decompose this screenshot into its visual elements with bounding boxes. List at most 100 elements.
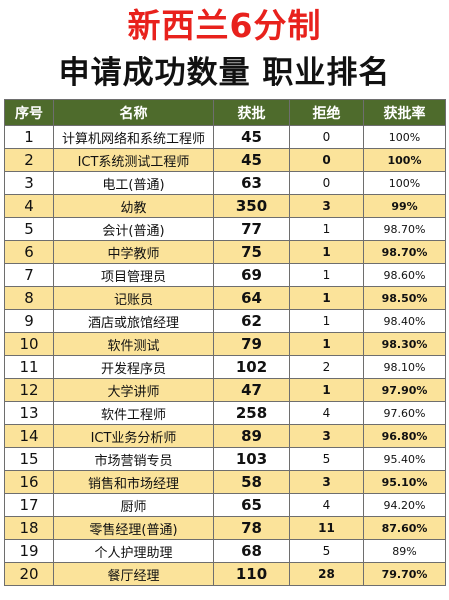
column-header-rank: 序号 [4,99,54,126]
approved-count-cell: 79 [213,332,290,356]
table-row: 9 酒店或旅馆经理 62 1 98.40% [4,309,446,333]
approval-rate-cell: 98.70% [363,217,446,241]
occupation-ranking-table: 序号 名称 获批 拒绝 获批率 1 计算机网络和系统工程师 45 0 100% 2 ICT系… [4,99,446,586]
table-row: 1 计算机网络和系统工程师 45 0 100% [4,125,446,149]
approved-count-cell: 63 [213,171,290,195]
table-row: 13 软件工程师 258 4 97.60% [4,401,446,425]
rank-cell: 5 [4,217,54,241]
rank-cell: 9 [4,309,54,333]
occupation-name-cell: 幼教 [53,194,214,218]
occupation-name-cell: 软件测试 [53,332,214,356]
rank-cell: 2 [4,148,54,172]
rejected-count-cell: 2 [289,355,364,379]
column-header-rejected: 拒绝 [289,99,364,126]
rejected-count-cell: 28 [289,562,364,586]
occupation-name-cell: 厨师 [53,493,214,517]
occupation-name-cell: 市场营销专员 [53,447,214,471]
rank-cell: 1 [4,125,54,149]
occupation-name-cell: 中学教师 [53,240,214,264]
approval-rate-cell: 98.10% [363,355,446,379]
approved-count-cell: 64 [213,286,290,310]
rank-cell: 17 [4,493,54,517]
occupation-name-cell: 酒店或旅馆经理 [53,309,214,333]
rejected-count-cell: 1 [289,332,364,356]
rejected-count-cell: 1 [289,286,364,310]
approval-rate-cell: 95.40% [363,447,446,471]
rank-cell: 8 [4,286,54,310]
table-row: 5 会计(普通) 77 1 98.70% [4,217,446,241]
approved-count-cell: 68 [213,539,290,563]
table-row: 11 开发程序员 102 2 98.10% [4,355,446,379]
rank-cell: 16 [4,470,54,494]
rank-cell: 15 [4,447,54,471]
table-row: 19 个人护理助理 68 5 89% [4,539,446,563]
rejected-count-cell: 1 [289,240,364,264]
rejected-count-cell: 5 [289,447,364,471]
column-header-approved: 获批 [213,99,290,126]
table-body: 1 计算机网络和系统工程师 45 0 100% 2 ICT系统测试工程师 45 0 100% 3 电工… [4,125,446,586]
rejected-count-cell: 3 [289,194,364,218]
table-row: 6 中学教师 75 1 98.70% [4,240,446,264]
occupation-name-cell: 计算机网络和系统工程师 [53,125,214,149]
rejected-count-cell: 11 [289,516,364,540]
rejected-count-cell: 4 [289,401,364,425]
table-row: 8 记账员 64 1 98.50% [4,286,446,310]
approved-count-cell: 89 [213,424,290,448]
approval-rate-cell: 95.10% [363,470,446,494]
occupation-name-cell: 开发程序员 [53,355,214,379]
approval-rate-cell: 87.60% [363,516,446,540]
approved-count-cell: 47 [213,378,290,402]
approval-rate-cell: 99% [363,194,446,218]
table-row: 2 ICT系统测试工程师 45 0 100% [4,148,446,172]
rank-cell: 3 [4,171,54,195]
column-header-name: 名称 [53,99,214,126]
rejected-count-cell: 1 [289,309,364,333]
approved-count-cell: 75 [213,240,290,264]
rank-cell: 13 [4,401,54,425]
rejected-count-cell: 1 [289,378,364,402]
approved-count-cell: 45 [213,148,290,172]
approval-rate-cell: 98.50% [363,286,446,310]
approval-rate-cell: 98.30% [363,332,446,356]
approval-rate-cell: 79.70% [363,562,446,586]
approved-count-cell: 62 [213,309,290,333]
approval-rate-cell: 98.40% [363,309,446,333]
approved-count-cell: 65 [213,493,290,517]
approval-rate-cell: 97.90% [363,378,446,402]
rejected-count-cell: 0 [289,125,364,149]
column-header-rate: 获批率 [363,99,446,126]
table-row: 12 大学讲师 47 1 97.90% [4,378,446,402]
table-row: 16 销售和市场经理 58 3 95.10% [4,470,446,494]
approval-rate-cell: 96.80% [363,424,446,448]
table-row: 17 厨师 65 4 94.20% [4,493,446,517]
rank-cell: 18 [4,516,54,540]
rejected-count-cell: 0 [289,171,364,195]
rank-cell: 20 [4,562,54,586]
rank-cell: 6 [4,240,54,264]
approved-count-cell: 45 [213,125,290,149]
approved-count-cell: 77 [213,217,290,241]
approval-rate-cell: 98.60% [363,263,446,287]
rejected-count-cell: 3 [289,424,364,448]
occupation-name-cell: 大学讲师 [53,378,214,402]
rejected-count-cell: 1 [289,217,364,241]
approved-count-cell: 258 [213,401,290,425]
occupation-name-cell: 电工(普通) [53,171,214,195]
approval-rate-cell: 100% [363,148,446,172]
table-row: 4 幼教 350 3 99% [4,194,446,218]
approval-rate-cell: 100% [363,125,446,149]
rank-cell: 11 [4,355,54,379]
table-row: 7 项目管理员 69 1 98.60% [4,263,446,287]
occupation-name-cell: 软件工程师 [53,401,214,425]
occupation-name-cell: 餐厅经理 [53,562,214,586]
occupation-name-cell: 项目管理员 [53,263,214,287]
approved-count-cell: 69 [213,263,290,287]
occupation-name-cell: 记账员 [53,286,214,310]
rank-cell: 19 [4,539,54,563]
approved-count-cell: 110 [213,562,290,586]
table-header-row: 序号 名称 获批 拒绝 获批率 [4,99,446,126]
approved-count-cell: 102 [213,355,290,379]
rank-cell: 10 [4,332,54,356]
table-row: 15 市场营销专员 103 5 95.40% [4,447,446,471]
approved-count-cell: 78 [213,516,290,540]
